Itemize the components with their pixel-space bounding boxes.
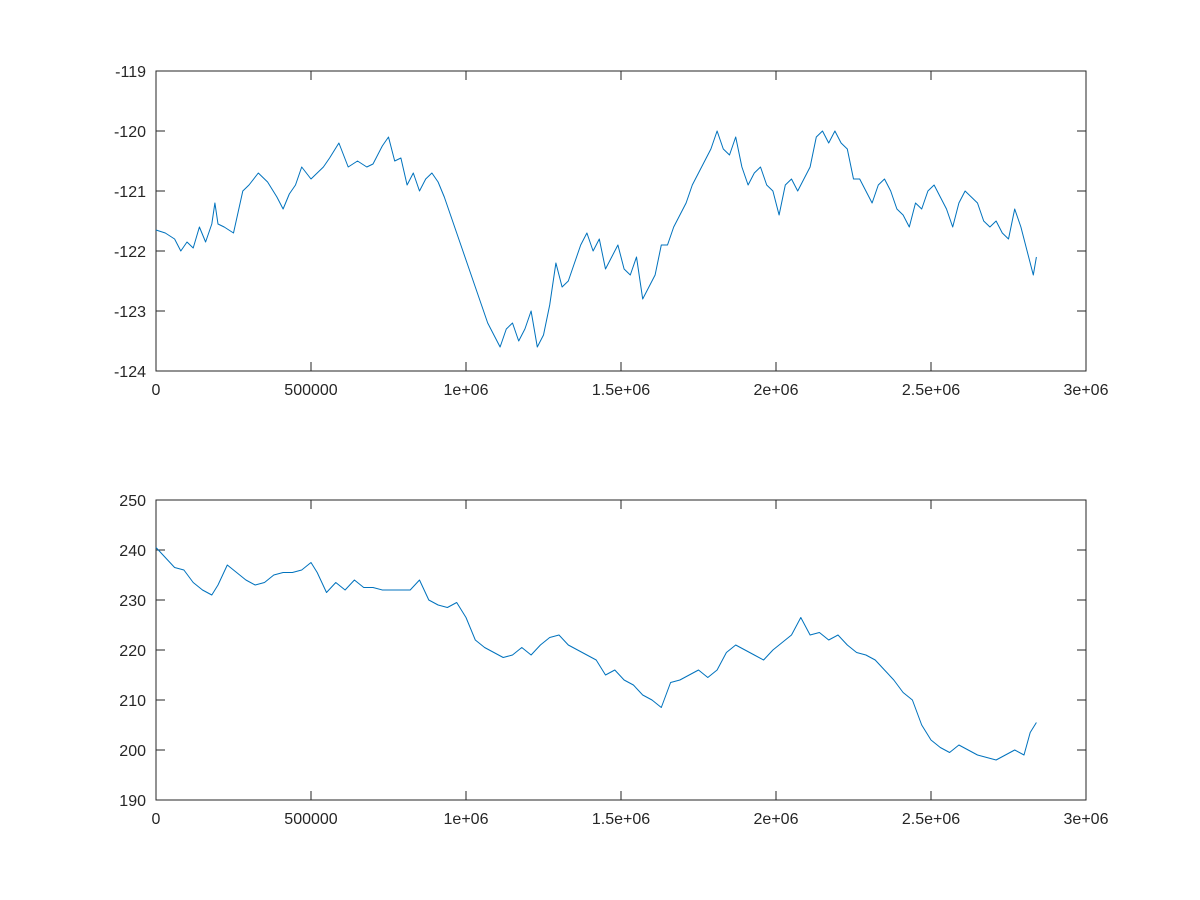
- x-tick-label: 0: [152, 811, 161, 828]
- y-tick-label: 210: [119, 693, 146, 710]
- x-tick-label: 1e+06: [444, 811, 489, 828]
- y-tick-label: 190: [119, 793, 146, 810]
- y-tick-label: -123: [114, 304, 146, 321]
- plot-frame: [155, 70, 1087, 372]
- x-tick-label: 1e+06: [444, 382, 489, 399]
- y-tick-label: -121: [114, 184, 146, 201]
- series-line: [155, 130, 1037, 348]
- y-tick-label: 200: [119, 743, 146, 760]
- series-line: [155, 547, 1037, 761]
- x-tick-label: 3e+06: [1064, 811, 1109, 828]
- x-tick-label: 0: [152, 382, 161, 399]
- y-tick-label: -120: [114, 124, 146, 141]
- subplot-bottom: 0 500000 1e+06 1.5e+06 2e+06 2.5e+06 3e+06 190 2…: [119, 493, 1108, 828]
- x-tick-label: 1.5e+06: [592, 811, 650, 828]
- y-tick-label: 240: [119, 543, 146, 560]
- y-tick-label: -122: [114, 244, 146, 261]
- x-tick-label: 3e+06: [1064, 382, 1109, 399]
- y-tick-label: -124: [114, 364, 146, 381]
- x-tick-label: 2.5e+06: [902, 382, 960, 399]
- x-tick-label: 500000: [284, 382, 337, 399]
- y-tick-label: -119: [115, 64, 146, 81]
- y-tick-label: 250: [119, 493, 146, 510]
- x-tick-label: 1.5e+06: [592, 382, 650, 399]
- y-tick-label: 220: [119, 643, 146, 660]
- x-tick-label: 2e+06: [754, 811, 799, 828]
- x-tick-label: 2e+06: [754, 382, 799, 399]
- plot-frame: [155, 499, 1087, 801]
- x-tick-label: 2.5e+06: [902, 811, 960, 828]
- subplot-top: 0 500000 1e+06 1.5e+06 2e+06 2.5e+06 3e+06 -124…: [114, 64, 1109, 399]
- x-tick-label: 500000: [284, 811, 337, 828]
- y-tick-label: 230: [119, 593, 146, 610]
